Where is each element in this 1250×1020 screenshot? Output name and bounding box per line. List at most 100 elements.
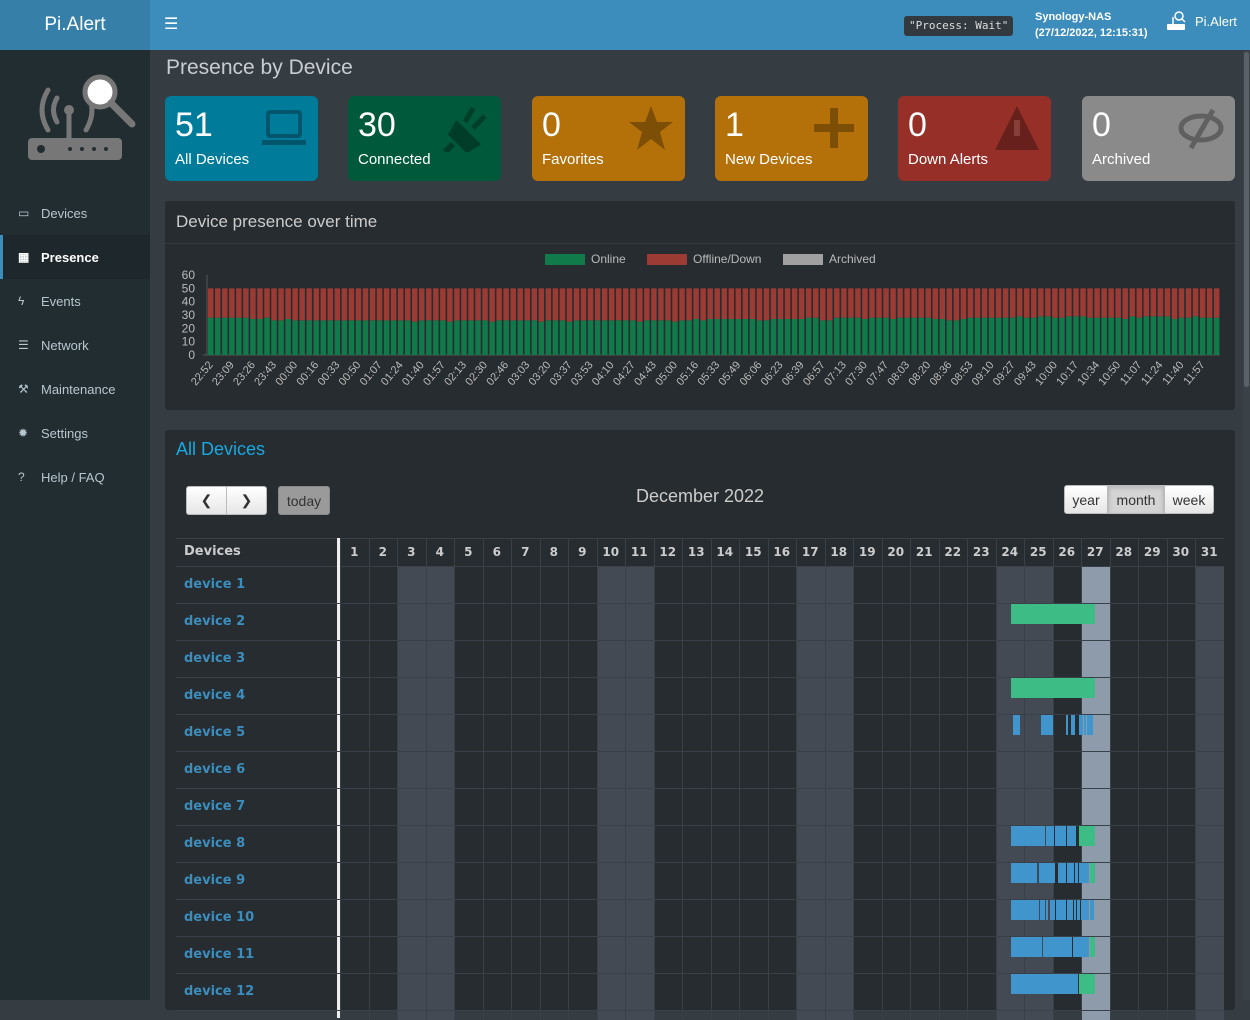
view-year-button[interactable]: year bbox=[1064, 485, 1108, 514]
bar-offline bbox=[714, 288, 720, 319]
bar-online bbox=[827, 320, 833, 355]
legend-label: Offline/Down bbox=[693, 252, 761, 266]
sidebar-item-settings[interactable]: ✹ Settings bbox=[0, 411, 150, 455]
bar-offline bbox=[440, 288, 446, 321]
device-link[interactable]: device 2 bbox=[184, 614, 246, 629]
bar-offline bbox=[327, 288, 334, 321]
stat-box-down-alerts[interactable]: 0 Down Alerts bbox=[898, 96, 1051, 181]
bar-offline bbox=[383, 288, 390, 321]
bar-online bbox=[834, 317, 840, 355]
device-link[interactable]: device 1 bbox=[184, 577, 246, 592]
bar-online bbox=[461, 320, 467, 355]
bar-offline bbox=[890, 288, 896, 319]
x-tick-label: 00:33 bbox=[316, 359, 343, 388]
menu-toggle-icon[interactable]: ☰ bbox=[164, 14, 179, 33]
device-link[interactable]: device 12 bbox=[184, 984, 255, 999]
bar-offline bbox=[784, 288, 791, 319]
bar-online bbox=[362, 320, 369, 355]
bar-offline bbox=[257, 288, 263, 319]
x-tick-label: 11:57 bbox=[1181, 359, 1207, 387]
x-tick-label: 01:57 bbox=[421, 359, 448, 388]
sidebar-item-help-faq[interactable]: ? Help / FAQ bbox=[0, 455, 150, 499]
sidebar-item-network[interactable]: ☰ Network bbox=[0, 323, 150, 367]
bar-online bbox=[665, 320, 671, 355]
view-month-button[interactable]: month bbox=[1108, 485, 1164, 514]
stat-box-favorites[interactable]: 0 Favorites bbox=[532, 96, 685, 181]
bar-online bbox=[1136, 317, 1143, 355]
user-menu[interactable]: Pi.Alert bbox=[1165, 10, 1237, 32]
sidebar-item-devices[interactable]: ▭ Devices bbox=[0, 191, 150, 235]
bar-offline bbox=[721, 288, 727, 319]
bar-offline bbox=[1016, 288, 1023, 317]
bar-offline bbox=[594, 288, 601, 321]
bar-online bbox=[721, 319, 727, 355]
y-tick-label: 0 bbox=[188, 348, 195, 362]
bar-offline bbox=[285, 288, 291, 319]
bar-online bbox=[1052, 317, 1058, 355]
bar-online bbox=[855, 317, 861, 355]
bar-online bbox=[601, 320, 608, 355]
page-scrollbar[interactable] bbox=[1243, 50, 1250, 1000]
device-link[interactable]: device 5 bbox=[184, 725, 246, 740]
bar-offline bbox=[482, 288, 488, 321]
stat-box-all-devices[interactable]: 51 All Devices bbox=[165, 96, 318, 181]
stat-value: 1 bbox=[725, 106, 744, 144]
bar-online bbox=[1038, 316, 1044, 355]
device-link[interactable]: device 10 bbox=[184, 910, 255, 925]
bar-offline bbox=[1080, 288, 1086, 317]
app-logo[interactable]: Pi.Alert bbox=[0, 0, 150, 50]
bar-offline bbox=[939, 288, 946, 319]
bar-offline bbox=[686, 288, 692, 321]
bar-online bbox=[292, 320, 298, 355]
bar-online bbox=[1206, 317, 1213, 355]
device-link[interactable]: device 7 bbox=[184, 799, 246, 814]
bar-online bbox=[1185, 317, 1192, 355]
bar-offline bbox=[1087, 288, 1093, 318]
server-icon: ☰ bbox=[18, 338, 29, 352]
x-tick-label: 07:47 bbox=[864, 359, 891, 388]
calendar-month-title: December 2022 bbox=[635, 486, 765, 506]
bar-online bbox=[278, 320, 284, 355]
bar-offline bbox=[1136, 288, 1143, 318]
stat-box-connected[interactable]: 30 Connected bbox=[348, 96, 501, 181]
bar-offline bbox=[918, 288, 924, 318]
device-link[interactable]: device 4 bbox=[184, 688, 246, 703]
bar-offline bbox=[862, 288, 868, 319]
x-tick-label: 08:03 bbox=[885, 359, 912, 388]
x-tick-label: 05:00 bbox=[653, 359, 680, 388]
stat-box-archived[interactable]: 0 Archived bbox=[1082, 96, 1235, 181]
x-tick-label: 03:20 bbox=[527, 359, 554, 388]
bar-online bbox=[784, 319, 791, 355]
bar-online bbox=[243, 317, 249, 355]
sidebar-item-presence[interactable]: ▦ Presence bbox=[0, 235, 150, 279]
y-tick-label: 60 bbox=[182, 268, 196, 282]
bar-offline bbox=[376, 288, 383, 321]
stat-box-new-devices[interactable]: 1 New Devices bbox=[715, 96, 868, 181]
bar-offline bbox=[834, 288, 840, 318]
bar-offline bbox=[791, 288, 798, 319]
next-month-button[interactable]: ❯ bbox=[226, 486, 267, 515]
scrollbar-thumb[interactable] bbox=[1244, 52, 1249, 387]
bar-offline bbox=[1164, 288, 1171, 317]
bar-offline bbox=[1038, 288, 1044, 317]
bar-offline bbox=[264, 288, 270, 318]
device-link[interactable]: device 6 bbox=[184, 762, 246, 777]
device-link[interactable]: device 9 bbox=[184, 873, 246, 888]
bar-offline bbox=[1129, 288, 1135, 317]
sidebar-item-events[interactable]: ϟ Events bbox=[0, 279, 150, 323]
prev-month-button[interactable]: ❮ bbox=[186, 486, 227, 515]
today-button[interactable]: today bbox=[278, 486, 330, 515]
device-link[interactable]: device 11 bbox=[184, 947, 255, 962]
bar-offline bbox=[355, 288, 362, 321]
bar-online bbox=[447, 321, 453, 355]
x-tick-label: 23:43 bbox=[252, 359, 279, 388]
device-link[interactable]: device 8 bbox=[184, 836, 246, 851]
bar-online bbox=[404, 320, 411, 355]
bar-online bbox=[932, 319, 939, 355]
view-week-button[interactable]: week bbox=[1164, 485, 1214, 514]
bar-online bbox=[791, 319, 798, 355]
bar-offline bbox=[749, 288, 756, 319]
device-link[interactable]: device 3 bbox=[184, 651, 246, 666]
bar-offline bbox=[503, 288, 509, 321]
sidebar-item-maintenance[interactable]: ⚒ Maintenance bbox=[0, 367, 150, 411]
